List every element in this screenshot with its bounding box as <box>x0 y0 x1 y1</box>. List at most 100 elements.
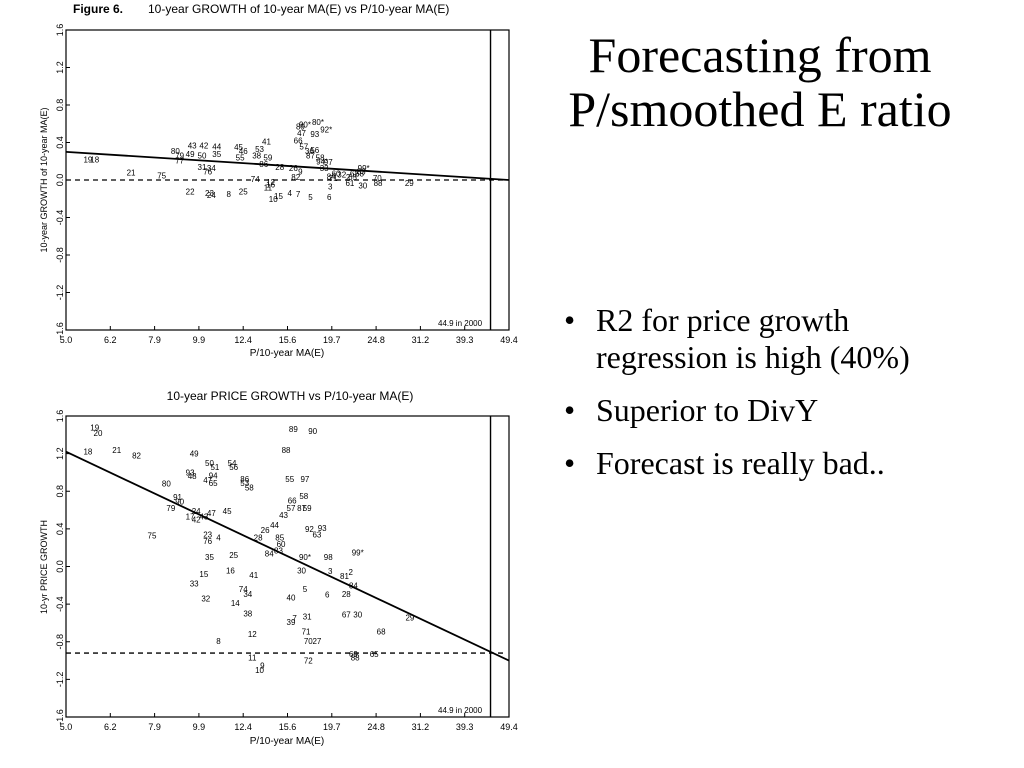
point-label: 41 <box>262 138 271 147</box>
point-label: 32 <box>201 594 210 603</box>
y-tick-label: -0.8 <box>55 247 65 263</box>
y-tick-label: 1.6 <box>55 410 65 423</box>
y-tick-label: 0.0 <box>55 174 65 187</box>
point-label: 21 <box>127 169 136 178</box>
point-label: 72 <box>304 657 313 666</box>
point-label: 54 <box>228 459 237 468</box>
bullet-item: • Superior to DivY <box>560 392 920 429</box>
point-label: 34 <box>243 590 252 599</box>
point-label: 89 <box>296 123 305 132</box>
x-tick-label: 31.2 <box>412 722 430 732</box>
point-label: 53 <box>240 479 249 488</box>
point-label: 30 <box>297 566 306 575</box>
point-label: 62 <box>350 169 359 178</box>
point-label: 59 <box>263 154 272 163</box>
point-label: 58 <box>299 492 308 501</box>
y-tick-label: 0.4 <box>55 523 65 536</box>
point-label: 85 <box>275 533 284 542</box>
point-label: 93 <box>310 130 319 139</box>
point-label: 77 <box>175 156 184 165</box>
point-label: 68 <box>377 627 386 636</box>
point-label: 71 <box>302 627 311 636</box>
point-label: 9 <box>260 661 265 670</box>
x-tick-label: 24.8 <box>367 335 385 345</box>
point-label: 42 <box>192 515 201 524</box>
point-label: 80* <box>312 118 324 127</box>
x-tick-label: 19.7 <box>323 335 341 345</box>
point-label: 66 <box>288 497 297 506</box>
point-label: 28 <box>275 163 284 172</box>
point-label: 17 <box>186 513 195 522</box>
point-label: 32 <box>337 170 346 179</box>
point-label: 49 <box>186 150 195 159</box>
point-label: 93 <box>186 468 195 477</box>
point-label: 40 <box>287 594 296 603</box>
x-tick-label: 9.9 <box>193 335 206 345</box>
point-label: 74 <box>239 585 248 594</box>
y-tick-label: 1.2 <box>55 61 65 74</box>
slide-title: Forecasting from P/smoothed E ratio <box>568 27 952 137</box>
point-label: 57 <box>287 504 296 513</box>
point-label: 88 <box>351 654 360 663</box>
point-label: 88 <box>282 446 291 455</box>
x-tick-label: 15.6 <box>279 722 297 732</box>
point-label: 10 <box>255 666 264 675</box>
point-label: 35 <box>205 553 214 562</box>
point-label: 68 <box>355 169 364 178</box>
x-tick-label: 6.2 <box>104 335 117 345</box>
point-label: 65 <box>370 650 379 659</box>
point-label: 97 <box>324 158 333 167</box>
point-label: 18 <box>83 448 92 457</box>
point-label: 86 <box>240 475 249 484</box>
point-label: 89 <box>289 425 298 434</box>
point-label: 48 <box>188 472 197 481</box>
x-tick-label: 39.3 <box>456 335 474 345</box>
point-label: 42 <box>199 141 208 150</box>
point-label: 25 <box>239 187 248 196</box>
x-tick-label: 12.4 <box>234 335 252 345</box>
point-label: 15 <box>274 192 283 201</box>
bullet-text: Superior to DivY <box>596 392 819 428</box>
x-axis-ticks: 5.0 6.2 7.9 9.9 12.4 15.6 19.7 24.8 31.2 39.3 49.4 <box>60 713 518 732</box>
point-label: 33 <box>190 579 199 588</box>
point-label: 65 <box>348 173 357 182</box>
point-label: 31 <box>198 163 207 172</box>
bullet-item: • R2 for price growth regression is high … <box>560 302 920 376</box>
y-tick-label: -1.2 <box>55 672 65 688</box>
point-label: 61 <box>345 179 354 188</box>
x-tick-label: 49.4 <box>500 335 518 345</box>
point-label: 29 <box>405 613 414 622</box>
point-label: 27 <box>312 637 321 646</box>
point-label: 6 <box>325 591 330 600</box>
point-label: 80 <box>171 147 180 156</box>
chart2-title: 10-year PRICE GROWTH vs P/10-year MA(E) <box>167 389 414 403</box>
point-label: 79 <box>175 152 184 161</box>
y-tick-label: 1.2 <box>55 447 65 460</box>
point-label: 53 <box>255 145 264 154</box>
point-label: 36 <box>305 147 314 156</box>
point-label: 71 <box>329 174 338 183</box>
point-label: 4 <box>216 533 221 542</box>
x-tick-label: 39.3 <box>456 722 474 732</box>
point-label: 41 <box>249 571 258 580</box>
point-label: 2 <box>346 173 351 182</box>
point-label: 81 <box>340 572 349 581</box>
point-label: 50 <box>198 152 207 161</box>
point-label: 56 <box>310 146 319 155</box>
point-label: 8 <box>216 637 221 646</box>
chart1-title: 10-year GROWTH of 10-year MA(E) vs P/10-… <box>148 2 449 16</box>
point-label: 79 <box>166 504 175 513</box>
figure-label: Figure 6. <box>73 2 123 16</box>
point-label: 18 <box>90 155 99 164</box>
regression-line <box>65 450 510 662</box>
point-label: 16 <box>266 181 275 190</box>
x-tick-label: 24.8 <box>367 722 385 732</box>
point-label: 10 <box>269 195 278 204</box>
point-label: 99* <box>352 548 364 557</box>
point-label: 66 <box>294 137 303 146</box>
x-tick-label: 31.2 <box>412 335 430 345</box>
point-label: 35 <box>212 150 221 159</box>
point-label: 65 <box>209 479 218 488</box>
